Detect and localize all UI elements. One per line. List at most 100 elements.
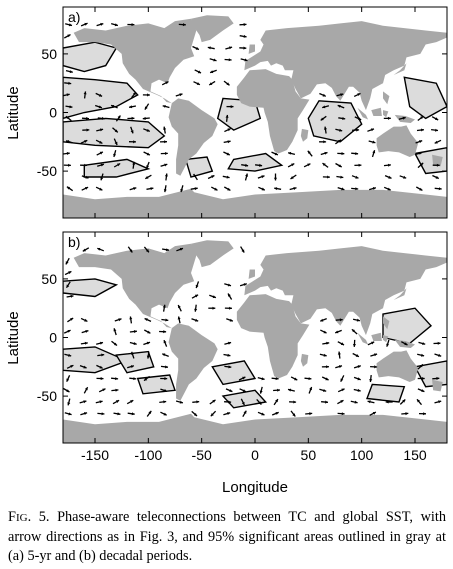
arrow-head [131,116,135,120]
arrow-head [163,389,168,392]
arrow-head [259,163,263,167]
arrow-head [67,34,71,38]
arrow-head [435,117,439,120]
arrow-head [66,284,70,288]
arrow-head [145,176,149,179]
arrow-head [339,128,343,132]
arrow-head [405,412,409,416]
arrow-head [165,365,168,369]
arrow-head [68,353,72,357]
arrow-head [117,163,121,167]
arrow-head [275,377,279,381]
arrow-head [420,162,424,166]
arrow-head [69,70,73,74]
panel-a-label: a) [68,9,80,25]
arrow-head [131,412,135,416]
significant-region [413,146,447,175]
arrow-head [146,355,150,359]
arrow-head [197,70,201,74]
arrow-head [212,306,216,310]
arrow-head [131,23,135,27]
arrow-head [355,175,359,179]
arrow-head [243,23,247,27]
arrow-head [341,187,345,191]
arrow-head [164,140,167,144]
arrow-head [372,150,376,154]
arrow-head [195,318,199,322]
arrow-head [338,365,342,369]
arrow-head [129,105,133,109]
arrow-head [147,330,151,334]
arrow-head [114,23,118,27]
arrow-head [354,400,358,404]
arrow-head [113,328,117,332]
arrow-head [436,163,440,167]
arrow-head [66,378,70,382]
significant-areas-a [63,41,447,178]
arrow-head [196,82,200,85]
significant-region [63,117,166,149]
arrow-head [132,161,136,165]
y-tick-label: 0 [49,105,57,121]
arrow-head [230,105,234,109]
arrow-head [227,187,231,191]
arrow-head [129,316,133,320]
arrow-head [243,46,247,50]
arrow-head [69,105,73,109]
arrow-head [357,365,361,369]
arrow-head [355,152,359,156]
x-tick-label: -50 [192,447,212,463]
arrow-head [114,129,118,133]
arrow-head [341,388,345,392]
arrow-head [292,413,296,417]
significant-region [307,100,363,143]
arrow-head [325,400,328,404]
arrow-head [117,412,121,416]
arrow-head [418,151,422,155]
arrow-head [163,126,167,130]
arrow-head [194,308,198,312]
arrow-head [335,330,339,334]
arrow-head [323,353,327,357]
arrow-head [228,365,232,369]
arrow-head [419,187,423,191]
arrow-head [65,116,69,120]
arrow-head [142,116,146,120]
arrow-head [194,187,198,191]
arrow-head [293,187,297,190]
arrow-head [68,81,72,85]
arrow-head [421,377,425,381]
arrow-head [115,400,120,403]
arrow-head [261,187,265,191]
arrow-head [182,23,186,27]
arrow-head [417,399,420,403]
significant-region [63,76,139,120]
arrow-head [227,128,231,132]
arrow-head [144,318,148,321]
arrow-head [131,351,134,355]
arrow-head [342,117,346,120]
arrow-head [339,318,343,322]
arrow-head [337,139,342,143]
arrow-head [85,330,89,333]
arrow-head [274,152,278,156]
arrow-head [133,377,137,381]
caption-fig-number: . 5. [27,509,50,525]
arrow-head [179,247,183,251]
arrow-head [421,128,424,132]
arrow-head [243,410,247,414]
significant-region [221,389,268,409]
x-tick-label: 100 [350,447,374,463]
arrow-head [144,106,148,110]
arrow-head [371,341,375,345]
arrow-head [118,318,122,322]
arrow-head [68,163,71,167]
arrow-head [320,318,324,322]
arrow-head [86,116,89,120]
arrow-head [84,412,88,415]
arrow-head [100,341,103,345]
arrow-head [228,400,232,404]
arrow-head [435,175,439,179]
significant-region [227,152,284,172]
significant-region [63,278,119,298]
